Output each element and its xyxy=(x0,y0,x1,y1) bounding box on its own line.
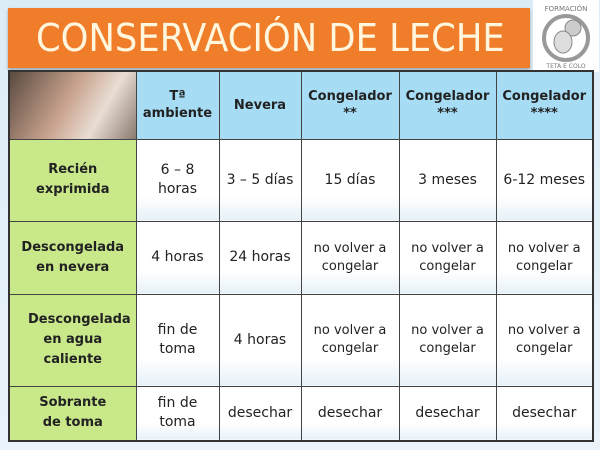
table-cell: 15 días xyxy=(300,138,400,222)
table-row: Descongelada en nevera 4 horas 24 horas … xyxy=(8,220,594,295)
logo-mother-child-icon: FORMACIÓN TETA E COLO xyxy=(542,4,590,70)
logo: FORMACIÓN TETA E COLO xyxy=(533,0,599,72)
table-cell: 4 horas xyxy=(135,220,220,295)
table-cell: no volver a congelar xyxy=(495,220,594,295)
table-cell: desechar xyxy=(495,385,594,442)
table-cell: no volver a congelar xyxy=(300,220,400,295)
row-header: Descongelada en agua caliente xyxy=(8,293,137,387)
table-cell: no volver a congelar xyxy=(495,293,594,387)
table-cell: desechar xyxy=(300,385,400,442)
table-cell: fin de toma xyxy=(135,385,220,442)
row-header: Sobrante de toma xyxy=(8,385,137,442)
svg-text:FORMACIÓN: FORMACIÓN xyxy=(545,4,588,13)
table-cell: no volver a congelar xyxy=(398,220,497,295)
column-header: Congelador *** xyxy=(398,70,497,140)
breast-pump-photo xyxy=(8,70,137,140)
table-cell: fin de toma xyxy=(135,293,220,387)
row-header: Descongelada en nevera xyxy=(8,220,137,295)
column-header: Congelador ** xyxy=(300,70,400,140)
svg-text:TETA E COLO: TETA E COLO xyxy=(545,63,585,70)
title-banner: CONSERVACIÓN DE LECHE xyxy=(8,8,530,68)
column-header: Congelador **** xyxy=(495,70,594,140)
table-cell: no volver a congelar xyxy=(398,293,497,387)
column-header: Nevera xyxy=(218,70,302,140)
header-row: Tª ambiente Nevera Congelador ** Congelado… xyxy=(8,70,594,140)
row-header: Recién exprimida xyxy=(8,138,137,222)
table-cell: desechar xyxy=(398,385,497,442)
table-cell: 6 – 8 horas xyxy=(135,138,220,222)
table-cell: 3 – 5 días xyxy=(218,138,302,222)
conservation-table: Tª ambiente Nevera Congelador ** Congelado… xyxy=(8,70,594,442)
column-header: Tª ambiente xyxy=(135,70,220,140)
table-cell: 4 horas xyxy=(218,293,302,387)
table-cell: 24 horas xyxy=(218,220,302,295)
table-cell: desechar xyxy=(218,385,302,442)
table-row: Sobrante de toma fin de toma desechar de… xyxy=(8,385,594,442)
table-cell: 6-12 meses xyxy=(495,138,594,222)
table-cell: 3 meses xyxy=(398,138,497,222)
table-cell: no volver a congelar xyxy=(300,293,400,387)
table-row: Recién exprimida 6 – 8 horas 3 – 5 días … xyxy=(8,138,594,222)
page-title: CONSERVACIÓN DE LECHE xyxy=(36,16,505,60)
table-row: Descongelada en agua caliente fin de tom… xyxy=(8,293,594,387)
